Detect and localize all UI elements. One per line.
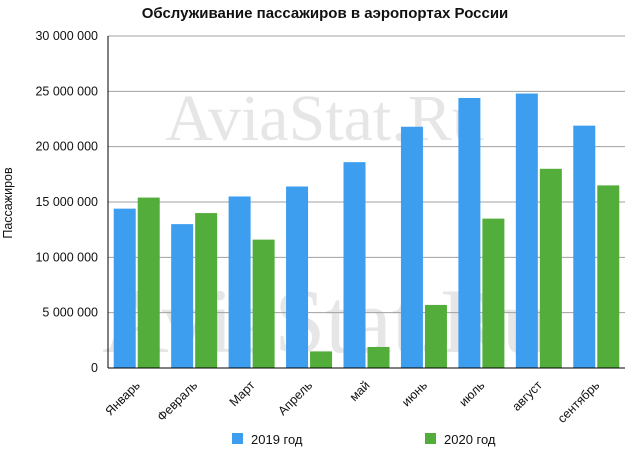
bar-2020 [137, 197, 160, 368]
x-tick-label: июль [456, 378, 487, 409]
legend-label: 2019 год [251, 432, 303, 447]
y-tick-label: 5 000 000 [42, 306, 98, 320]
bar-2019 [458, 97, 481, 369]
bar-2020 [252, 239, 275, 368]
x-tick-label: август [509, 378, 545, 414]
x-tick-label: сентябрь [555, 378, 603, 426]
bar-2020 [367, 346, 390, 368]
bar-2019 [286, 186, 309, 368]
x-tick-label: Апрель [275, 378, 315, 418]
x-tick-label: май [347, 378, 373, 404]
y-tick-label: 15 000 000 [35, 195, 98, 209]
y-tick-labels: 0 5 000 000 10 000 000 15 000 000 20 000 000… [35, 29, 98, 375]
legend-label: 2020 год [444, 432, 496, 447]
bars [113, 93, 620, 369]
y-tick-label: 25 000 000 [35, 84, 98, 98]
watermark-top: AviaStat.Ru [165, 82, 485, 155]
bar-2019 [228, 196, 251, 368]
y-axis-label: Пассажиров [1, 167, 15, 239]
bar-2019 [400, 126, 423, 368]
bar-2019 [113, 208, 136, 368]
y-tick-label: 0 [91, 361, 98, 375]
x-tick-label: Январь [103, 378, 143, 418]
bar-2020 [195, 213, 218, 368]
legend-swatch [232, 433, 243, 444]
legend-swatch [425, 433, 436, 444]
bar-2020 [310, 351, 333, 368]
bar-2020 [424, 304, 447, 368]
y-tick-label: 10 000 000 [35, 250, 98, 264]
x-tick-label: июнь [399, 378, 430, 409]
bar-2019 [515, 93, 538, 369]
x-tick-labels: Январь Февраль Март Апрель май июнь июль август… [103, 378, 603, 426]
y-tick-label: 30 000 000 [35, 29, 98, 43]
bar-2020 [597, 185, 620, 368]
legend: 2019 год 2020 год [232, 432, 496, 447]
bar-2019 [171, 224, 194, 368]
bar-2020 [539, 168, 562, 368]
chart-title: Обслуживание пассажиров в аэропортах Рос… [142, 5, 509, 22]
bar-2019 [343, 162, 366, 368]
x-tick-label: Март [227, 378, 258, 409]
x-tick-label: Февраль [154, 378, 200, 424]
y-tick-label: 20 000 000 [35, 140, 98, 154]
bar-2020 [482, 218, 505, 368]
bar-2019 [573, 125, 596, 368]
